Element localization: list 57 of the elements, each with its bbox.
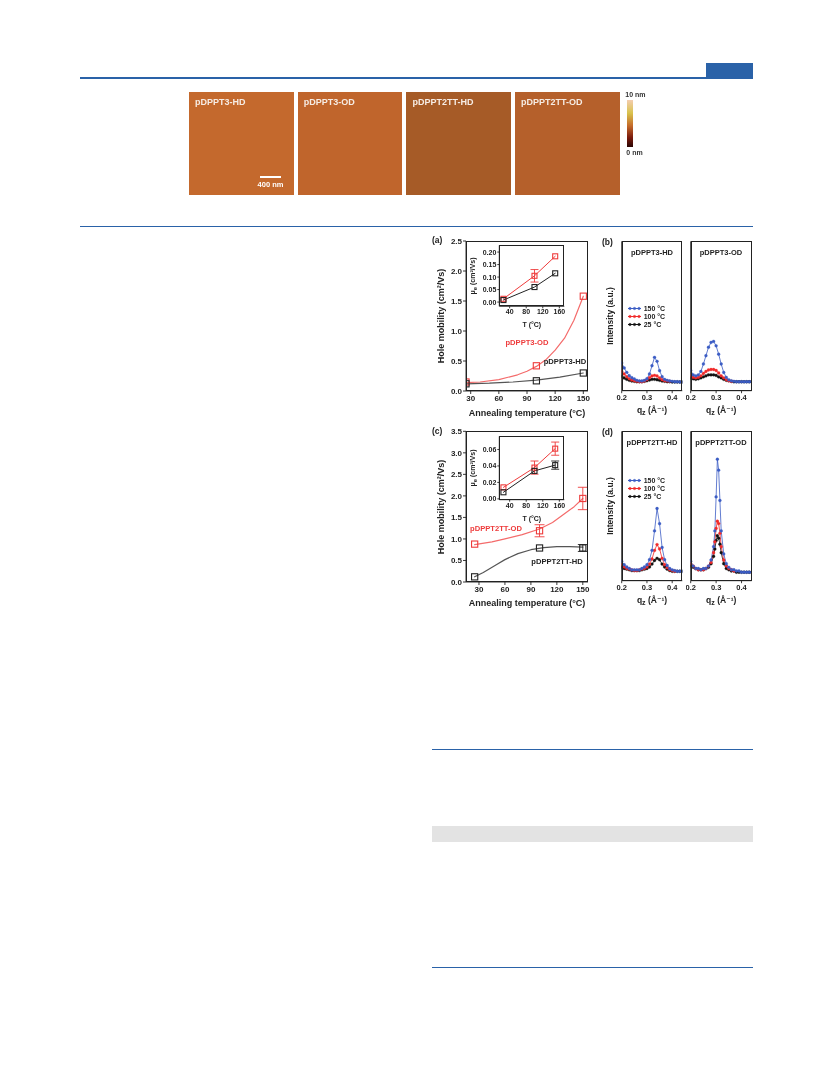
y-tick-label: 2.0 [450,491,463,501]
x-tick-label: 60 [500,584,510,594]
x-tick-label: 150 [576,584,591,594]
y-axis-title: Hole mobility (cm²/Vs) [436,459,447,554]
x-axis-title: Annealing temperature (°C) [468,598,586,609]
y-axis-title: Intensity (a.u.) [605,287,616,345]
point [579,292,587,300]
y-tick-label: 1.5 [450,296,463,306]
y-tick-label: 2.0 [450,266,463,276]
y-tick-label: 0.0 [450,386,463,396]
y-tick-label: 2.5 [450,236,463,246]
y-tick-label: 0.5 [450,356,463,366]
x-tick-label: 90 [526,584,536,594]
point [579,494,587,503]
text: (d) [602,427,613,438]
point [552,270,559,277]
y-tick-label: 1.0 [450,534,463,544]
point [531,284,538,291]
category-label: pDPPT2TT-OD [521,97,583,109]
point [471,573,479,581]
x-tick-label: 60 [494,393,504,403]
point [535,544,544,552]
y-axis-title: Intensity (a.u.) [605,477,616,535]
category-label: pDPPT2TT-HD [412,97,474,109]
y-tick-label: 0.5 [450,556,463,566]
point [531,272,538,279]
y-tick-label: 1.0 [450,326,463,336]
x-tick-label: 120 [548,393,563,403]
x-tick-label: 30 [466,393,476,403]
x-tick-label: 120 [550,584,565,594]
y-tick-label: 3.5 [450,427,463,437]
chart-title: (c) [432,426,443,437]
x-axis-title: Annealing temperature (°C) [468,408,586,419]
y-tick-label: 1.5 [450,513,463,523]
point [552,253,559,260]
point [471,540,479,548]
y-tick-label: 0.0 [450,577,463,587]
point [500,484,507,491]
x-tick-label: 90 [522,393,532,403]
y-axis-title: Hole mobility (cm²/Vs) [436,268,447,364]
x-tick-label: 150 [576,393,591,403]
text: (b) [602,237,613,248]
x-axis-title: q$_{z}$ (Å⁻¹) [706,594,737,609]
x-tick-label: 30 [474,584,484,594]
x-axis-title: q$_{z}$ (Å⁻¹) [636,404,668,419]
point [579,369,587,377]
chart-title: (a) [432,235,443,246]
point [552,445,559,452]
category-label: pDPPT3-OD [303,97,355,109]
x-axis-title: q$_{z}$ (Å⁻¹) [636,594,668,609]
point [532,362,541,370]
point [500,489,507,496]
y-tick-label: 3.0 [450,448,463,458]
y-tick-label: 2.5 [450,470,463,480]
point [532,377,541,385]
category-label: pDPPT3-HD [195,97,246,109]
x-axis-title: q$_{z}$ (Å⁻¹) [706,404,737,419]
